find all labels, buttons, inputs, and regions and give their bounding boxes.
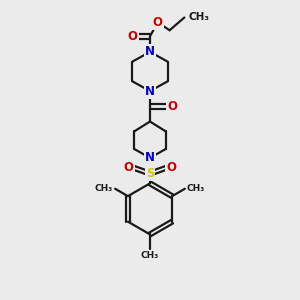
Text: O: O [168,100,178,113]
Text: S: S [146,167,154,180]
Text: CH₃: CH₃ [95,184,113,193]
Text: O: O [167,161,177,174]
Text: N: N [145,85,155,98]
Text: N: N [145,152,155,164]
Text: CH₃: CH₃ [188,13,209,22]
Text: N: N [145,45,155,58]
Text: O: O [153,16,163,29]
Text: CH₃: CH₃ [141,251,159,260]
Text: O: O [123,161,134,174]
Text: O: O [127,30,137,43]
Text: CH₃: CH₃ [187,184,205,193]
